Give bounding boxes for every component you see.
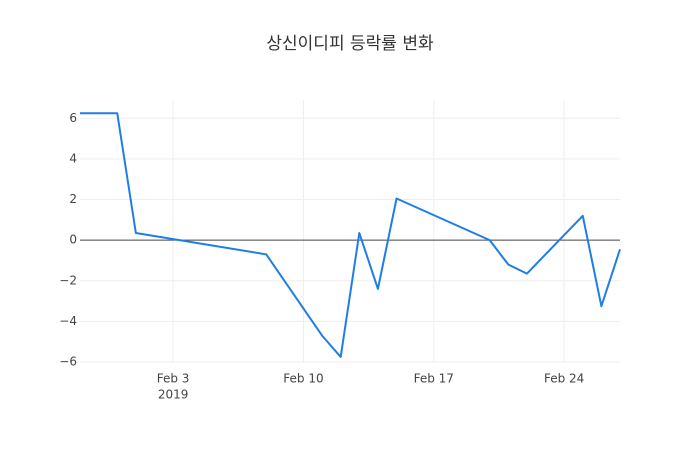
x-tick-label: Feb 17 xyxy=(414,372,454,386)
chart-title: 상신이디피 등락률 변화 xyxy=(266,34,434,54)
y-tick-label: 6 xyxy=(69,111,77,125)
y-tick-label: 0 xyxy=(69,233,77,247)
x-year-label: 2019 xyxy=(158,388,189,402)
x-tick-label: Feb 3 xyxy=(157,372,190,386)
y-tick-label: 4 xyxy=(69,151,77,165)
y-tick-label: 2 xyxy=(69,192,77,206)
data-line xyxy=(80,112,621,358)
y-tick-label: −4 xyxy=(59,314,77,328)
x-tick-label: Feb 10 xyxy=(283,372,323,386)
x-tick-label: Feb 24 xyxy=(544,372,584,386)
y-tick-label: −6 xyxy=(59,355,77,369)
y-tick-label: −2 xyxy=(59,273,77,287)
